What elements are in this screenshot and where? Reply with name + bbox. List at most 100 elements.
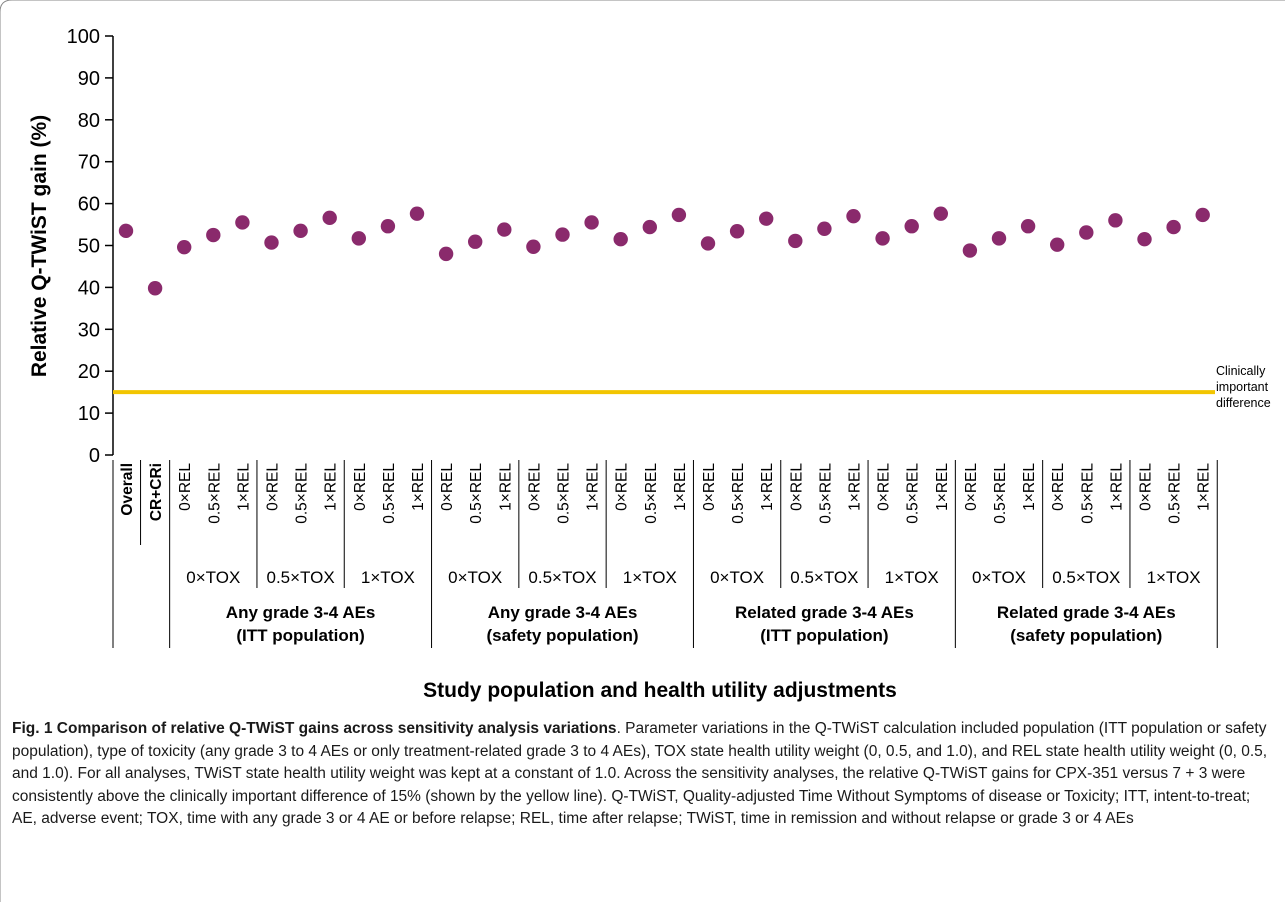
y-tick-label: 100	[67, 26, 100, 48]
data-point	[904, 219, 919, 234]
data-point	[380, 219, 396, 234]
x-tick-label: 1×REL	[1108, 463, 1125, 511]
data-point	[584, 215, 599, 230]
chart: 0 10 20 30 40 50 60 70 80 90 100 Clinically importa…	[28, 26, 1271, 702]
data-point	[875, 231, 890, 246]
data-point	[642, 219, 657, 235]
data-point	[613, 232, 628, 247]
tox-group-label: 0×TOX	[448, 568, 502, 587]
figure-caption: Fig. 1 Comparison of relative Q-TWiST ga…	[12, 718, 1274, 831]
data-point	[235, 215, 250, 230]
tox-group-label: 1×TOX	[885, 568, 939, 587]
reference-line-label: important	[1216, 380, 1269, 394]
y-tick-label: 50	[78, 236, 100, 258]
tox-group-label: 0×TOX	[972, 568, 1026, 587]
y-axis: 0 10 20 30 40 50 60 70 80 90 100	[67, 26, 114, 467]
data-point	[788, 233, 803, 249]
x-tick-label: 1×REL	[934, 463, 951, 511]
x-tick-label: 0.5×REL	[643, 463, 660, 524]
data-point	[351, 231, 366, 246]
data-point	[409, 206, 425, 221]
data-point	[1137, 232, 1152, 247]
x-tick-label: 1×REL	[497, 463, 514, 511]
tox-group-label: 0.5×TOX	[790, 568, 858, 587]
y-tick-label: 0	[89, 445, 100, 467]
x-tick-label: 0×REL	[352, 463, 369, 511]
population-group-label: Any grade 3-4 AEs	[226, 603, 376, 622]
data-point	[1079, 225, 1094, 240]
y-tick-label: 10	[78, 403, 100, 425]
x-tick-label: 1×REL	[410, 463, 427, 511]
caption-body: . Parameter variations in the Q-TWiST ca…	[12, 720, 1268, 827]
data-point	[468, 234, 483, 249]
data-point	[817, 221, 832, 236]
x-tick-label: 0.5×REL	[1079, 463, 1096, 524]
x-tick-label: 1×REL	[585, 463, 602, 511]
y-tick-label: 60	[78, 194, 100, 216]
y-tick-label: 90	[78, 68, 100, 90]
population-group-label: Related grade 3-4 AEs	[997, 603, 1176, 622]
tox-group-label: 0×TOX	[710, 568, 764, 587]
data-point	[293, 223, 308, 239]
x-tick-label: 1×REL	[1021, 463, 1038, 511]
x-tick-label: 1×REL	[672, 463, 689, 511]
x-tick-label: 0.5×REL	[294, 463, 311, 524]
y-axis-label: Relative Q-TWiST gain (%)	[28, 115, 51, 377]
x-tick-label: 0.5×REL	[730, 463, 747, 524]
reference-line-label: Clinically	[1216, 364, 1266, 378]
population-group-label: (ITT population)	[236, 626, 364, 645]
population-group-label: (safety population)	[486, 626, 638, 645]
data-point	[264, 235, 279, 250]
data-point	[729, 224, 745, 239]
data-point	[526, 239, 541, 254]
data-point	[991, 231, 1007, 246]
tox-group-label: 1×TOX	[623, 568, 677, 587]
x-tick-label: 0.5×REL	[817, 463, 834, 524]
data-point	[933, 206, 948, 221]
x-tick-label: 0.5×REL	[1167, 463, 1184, 524]
population-group-label: (ITT population)	[760, 626, 888, 645]
y-tick-label: 40	[78, 277, 100, 299]
x-tick-label: 0.5×REL	[992, 463, 1009, 524]
data-point	[962, 243, 978, 258]
x-tick-label: 0.5×REL	[206, 463, 223, 524]
x-tick-label: 0×REL	[1138, 463, 1155, 511]
tox-group-label: 0.5×TOX	[1052, 568, 1120, 587]
x-tick-label: 1×REL	[759, 463, 776, 511]
data-points	[118, 206, 1210, 296]
x-tick-label: 0.5×REL	[381, 463, 398, 524]
caption-lead: Fig. 1 Comparison of relative Q-TWiST ga…	[12, 720, 617, 737]
x-tick-label: 0×REL	[1050, 463, 1067, 511]
tox-group-label: 0.5×TOX	[266, 568, 334, 587]
data-point	[671, 207, 687, 223]
data-point	[1108, 213, 1123, 228]
data-point	[322, 210, 337, 226]
x-tick-label: 0×REL	[526, 463, 543, 511]
data-point	[759, 211, 774, 226]
x-tick-label: 0×REL	[788, 463, 805, 511]
data-point	[1166, 219, 1181, 235]
population-group-label: Related grade 3-4 AEs	[735, 603, 914, 622]
data-point	[1020, 219, 1036, 234]
x-tick-label: 1×REL	[323, 463, 340, 511]
data-point	[1195, 207, 1210, 223]
data-point	[700, 236, 716, 251]
data-point	[438, 246, 454, 262]
x-tick-label: 0.5×REL	[905, 463, 922, 524]
x-axis-label: Study population and health utility adju…	[423, 679, 897, 702]
data-point	[555, 227, 570, 242]
data-point	[177, 239, 192, 255]
x-tick-label: 0.5×REL	[468, 463, 485, 524]
tox-group-label: 0.5×TOX	[528, 568, 596, 587]
y-tick-label: 20	[78, 361, 100, 383]
y-tick-label: 30	[78, 319, 100, 341]
tox-group-label: 0×TOX	[186, 568, 240, 587]
data-point	[206, 227, 221, 243]
population-group-label: (safety population)	[1010, 626, 1162, 645]
x-tick-label: 0×REL	[439, 463, 456, 511]
x-tick-label: 0.5×REL	[556, 463, 573, 524]
y-tick-label: 70	[78, 152, 100, 174]
x-tick-label: 1×REL	[847, 463, 864, 511]
x-tick-label: 0×REL	[963, 463, 980, 511]
